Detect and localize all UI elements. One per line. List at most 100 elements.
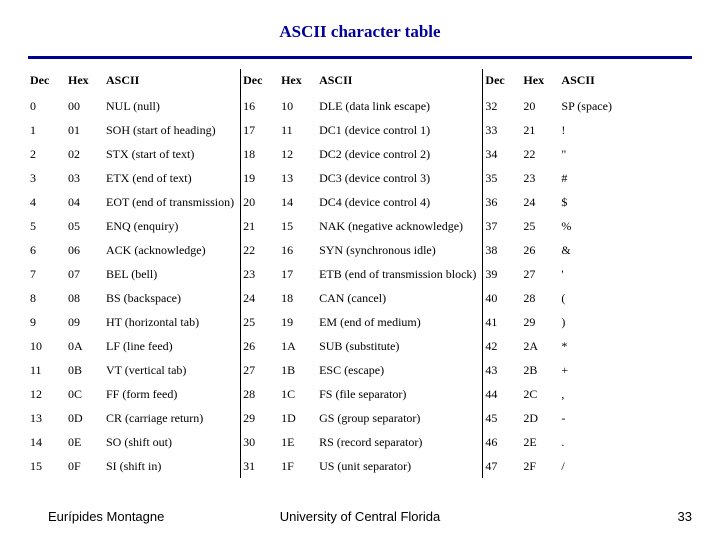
- cell-ascii: FS (file separator): [317, 382, 483, 406]
- cell-ascii: CAN (cancel): [317, 286, 483, 310]
- ascii-table: Dec Hex ASCII Dec Hex ASCII Dec Hex ASCI…: [28, 69, 618, 478]
- cell-dec: 17: [241, 118, 280, 142]
- cell-hex: 11: [279, 118, 317, 142]
- cell-ascii: FF (form feed): [104, 382, 241, 406]
- cell-dec: 27: [241, 358, 280, 382]
- cell-hex: 0E: [66, 430, 104, 454]
- col-dec-header: Dec: [483, 69, 522, 94]
- cell-ascii: LF (line feed): [104, 334, 241, 358]
- cell-ascii: CR (carriage return): [104, 406, 241, 430]
- cell-ascii: &: [559, 238, 618, 262]
- cell-ascii: +: [559, 358, 618, 382]
- cell-dec: 41: [483, 310, 522, 334]
- cell-hex: 24: [521, 190, 559, 214]
- cell-ascii: ENQ (enquiry): [104, 214, 241, 238]
- cell-ascii: !: [559, 118, 618, 142]
- cell-dec: 7: [28, 262, 66, 286]
- cell-dec: 29: [241, 406, 280, 430]
- cell-hex: 00: [66, 94, 104, 118]
- cell-dec: 24: [241, 286, 280, 310]
- cell-ascii: /: [559, 454, 618, 478]
- cell-hex: 2D: [521, 406, 559, 430]
- cell-hex: 0B: [66, 358, 104, 382]
- cell-ascii: ETX (end of text): [104, 166, 241, 190]
- cell-dec: 14: [28, 430, 66, 454]
- cell-hex: 17: [279, 262, 317, 286]
- ascii-table-wrapper: Dec Hex ASCII Dec Hex ASCII Dec Hex ASCI…: [0, 69, 720, 478]
- table-row: 100ALF (line feed)261ASUB (substitute)42…: [28, 334, 618, 358]
- cell-dec: 33: [483, 118, 522, 142]
- cell-ascii: STX (start of text): [104, 142, 241, 166]
- cell-dec: 42: [483, 334, 522, 358]
- cell-hex: 1C: [279, 382, 317, 406]
- cell-ascii: .: [559, 430, 618, 454]
- cell-hex: 01: [66, 118, 104, 142]
- cell-hex: 14: [279, 190, 317, 214]
- cell-hex: 1F: [279, 454, 317, 478]
- cell-hex: 1B: [279, 358, 317, 382]
- cell-hex: 2B: [521, 358, 559, 382]
- cell-hex: 12: [279, 142, 317, 166]
- table-row: 110BVT (vertical tab)271BESC (escape)432…: [28, 358, 618, 382]
- cell-hex: 2A: [521, 334, 559, 358]
- cell-hex: 0C: [66, 382, 104, 406]
- cell-hex: 0F: [66, 454, 104, 478]
- table-row: 101SOH (start of heading)1711DC1 (device…: [28, 118, 618, 142]
- page-title: ASCII character table: [0, 0, 720, 56]
- cell-ascii: DC3 (device control 3): [317, 166, 483, 190]
- cell-dec: 12: [28, 382, 66, 406]
- table-row: 909HT (horizontal tab)2519EM (end of med…: [28, 310, 618, 334]
- cell-hex: 1D: [279, 406, 317, 430]
- cell-hex: 1E: [279, 430, 317, 454]
- cell-dec: 3: [28, 166, 66, 190]
- cell-ascii: GS (group separator): [317, 406, 483, 430]
- cell-dec: 16: [241, 94, 280, 118]
- cell-hex: 18: [279, 286, 317, 310]
- col-dec-header: Dec: [28, 69, 66, 94]
- cell-hex: 2E: [521, 430, 559, 454]
- cell-hex: 26: [521, 238, 559, 262]
- cell-hex: 15: [279, 214, 317, 238]
- cell-hex: 13: [279, 166, 317, 190]
- cell-ascii: SUB (substitute): [317, 334, 483, 358]
- cell-dec: 45: [483, 406, 522, 430]
- cell-dec: 30: [241, 430, 280, 454]
- cell-hex: 22: [521, 142, 559, 166]
- cell-ascii: %: [559, 214, 618, 238]
- cell-dec: 43: [483, 358, 522, 382]
- cell-ascii: BS (backspace): [104, 286, 241, 310]
- cell-dec: 40: [483, 286, 522, 310]
- cell-hex: 2F: [521, 454, 559, 478]
- cell-dec: 23: [241, 262, 280, 286]
- cell-hex: 10: [279, 94, 317, 118]
- cell-dec: 4: [28, 190, 66, 214]
- cell-dec: 26: [241, 334, 280, 358]
- cell-dec: 9: [28, 310, 66, 334]
- cell-dec: 11: [28, 358, 66, 382]
- table-row: 808BS (backspace)2418CAN (cancel)4028(: [28, 286, 618, 310]
- cell-hex: 0D: [66, 406, 104, 430]
- cell-hex: 20: [521, 94, 559, 118]
- cell-ascii: ': [559, 262, 618, 286]
- cell-ascii: -: [559, 406, 618, 430]
- col-ascii-header: ASCII: [559, 69, 618, 94]
- cell-dec: 35: [483, 166, 522, 190]
- cell-ascii: RS (record separator): [317, 430, 483, 454]
- table-row: 303ETX (end of text)1913DC3 (device cont…: [28, 166, 618, 190]
- col-hex-header: Hex: [279, 69, 317, 94]
- cell-hex: 1A: [279, 334, 317, 358]
- cell-hex: 19: [279, 310, 317, 334]
- col-hex-header: Hex: [66, 69, 104, 94]
- table-row: 505ENQ (enquiry)2115NAK (negative acknow…: [28, 214, 618, 238]
- cell-dec: 10: [28, 334, 66, 358]
- cell-dec: 20: [241, 190, 280, 214]
- cell-ascii: DC1 (device control 1): [317, 118, 483, 142]
- cell-hex: 0A: [66, 334, 104, 358]
- cell-hex: 21: [521, 118, 559, 142]
- cell-ascii: $: [559, 190, 618, 214]
- table-header-row: Dec Hex ASCII Dec Hex ASCII Dec Hex ASCI…: [28, 69, 618, 94]
- cell-ascii: SO (shift out): [104, 430, 241, 454]
- cell-dec: 18: [241, 142, 280, 166]
- cell-ascii: EOT (end of transmission): [104, 190, 241, 214]
- cell-dec: 28: [241, 382, 280, 406]
